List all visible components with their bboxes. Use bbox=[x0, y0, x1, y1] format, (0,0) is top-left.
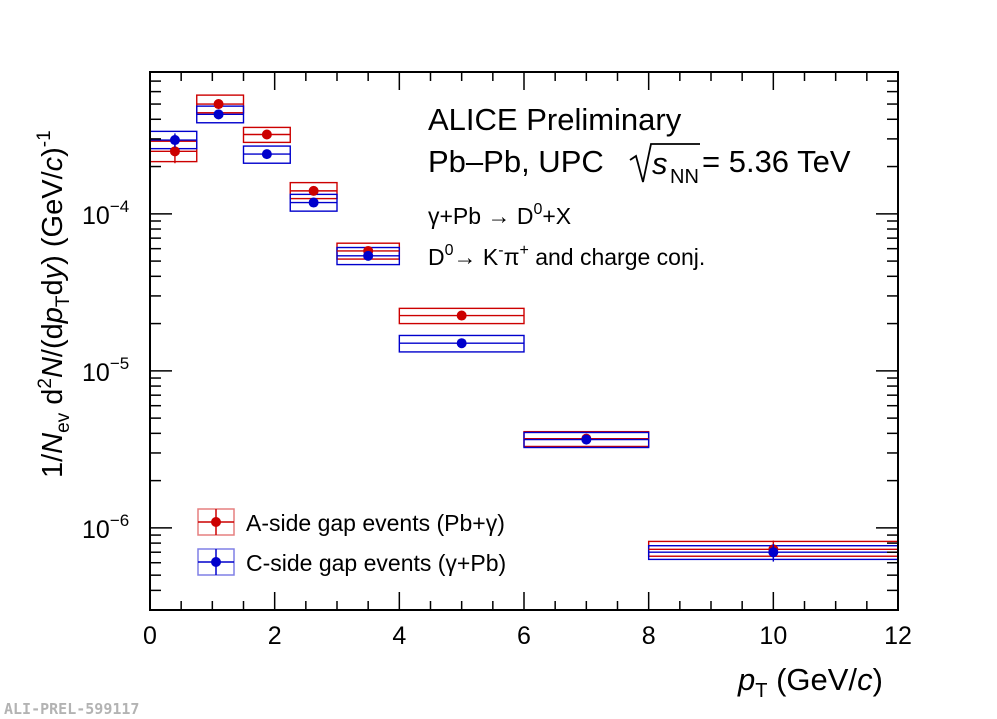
data-point-c-side bbox=[169, 135, 180, 146]
axis-ticks bbox=[149, 71, 899, 611]
data-point-c-side bbox=[308, 197, 319, 208]
data-point-c-side bbox=[768, 547, 779, 558]
data-point-c-side bbox=[261, 149, 272, 160]
x-tick-label: 4 bbox=[392, 622, 406, 650]
x-tick-label: 8 bbox=[642, 622, 656, 650]
decay-sup0: 0 bbox=[445, 242, 454, 259]
x-tick-label: 10 bbox=[759, 622, 787, 650]
data-point-c-side bbox=[213, 109, 224, 120]
process-suffix: +X bbox=[542, 203, 571, 229]
data-point-a-side bbox=[308, 185, 319, 196]
x-tick-label: 6 bbox=[517, 622, 531, 650]
ylabel-exp: -1 bbox=[34, 130, 55, 147]
data-point-c-side bbox=[456, 338, 467, 349]
legend-marker-c-side bbox=[211, 557, 221, 567]
watermark: ALI-PREL-599117 bbox=[4, 700, 139, 718]
y-tick-label: 10−4 bbox=[82, 197, 129, 230]
decay-suffix: and charge conj. bbox=[529, 244, 705, 270]
decay-sup2: + bbox=[519, 242, 528, 259]
ylabel-c: c bbox=[37, 156, 69, 171]
process-sup: 0 bbox=[533, 201, 542, 218]
x-tick-label: 12 bbox=[884, 622, 912, 650]
ylabel-p6: ) bbox=[37, 147, 69, 157]
xlabel-c: c bbox=[857, 662, 873, 697]
x-axis-label: pT (GeV/c) bbox=[737, 662, 883, 702]
data-points bbox=[150, 99, 898, 562]
legend-marker-a-side bbox=[211, 517, 221, 527]
energy-symbol: s bbox=[652, 146, 668, 181]
ylabel-p1: 1/ bbox=[37, 453, 69, 478]
data-point-a-side bbox=[456, 310, 467, 321]
ylabel-p5: ) (GeV/ bbox=[37, 170, 69, 264]
title-line-1: ALICE Preliminary bbox=[428, 102, 682, 137]
ylabel-T: T bbox=[53, 295, 74, 307]
ylabel-N: N bbox=[37, 433, 69, 454]
decay-label: D0→ K-π+ and charge conj. bbox=[428, 242, 705, 270]
x-tick-label: 0 bbox=[143, 622, 157, 650]
legend-label-c-side: C-side gap events (γ+Pb) bbox=[246, 550, 506, 576]
x-tick-label: 2 bbox=[268, 622, 282, 650]
legend-label-a-side: A-side gap events (Pb+γ) bbox=[246, 510, 505, 536]
ylabel-p2: d bbox=[37, 389, 69, 413]
data-point-a-side bbox=[261, 129, 272, 140]
ylabel-p3: /(d bbox=[37, 323, 69, 357]
decay-prefix: D bbox=[428, 244, 445, 270]
ylabel-y: y bbox=[37, 263, 69, 281]
data-point-c-side bbox=[581, 434, 592, 445]
xlabel-var: p bbox=[737, 662, 755, 697]
decay-mid: → K bbox=[454, 244, 499, 270]
ylabel-p4: d bbox=[37, 279, 69, 295]
data-point-a-side bbox=[169, 146, 180, 157]
xlabel-sub: T bbox=[755, 680, 767, 702]
y-axis-label: 1/Nev d2N/(dpTdy) (GeV/c)-1 bbox=[34, 130, 74, 478]
y-tick-label: 10−6 bbox=[82, 511, 129, 544]
energy-value: = 5.36 TeV bbox=[702, 144, 851, 179]
ylabel-N2: N bbox=[37, 357, 69, 378]
y-tick-label: 10−5 bbox=[82, 354, 129, 387]
ylabel-p: p bbox=[37, 307, 69, 324]
energy-label: s NN = 5.36 TeV bbox=[629, 143, 851, 188]
xlabel-close: ) bbox=[873, 662, 883, 697]
legend: A-side gap events (Pb+γ) C-side gap even… bbox=[197, 508, 506, 576]
title-line-2: Pb–Pb, UPC bbox=[428, 144, 604, 179]
data-point-a-side bbox=[213, 99, 224, 110]
tick-labels: 0 2 4 6 8 10 12 10−6 10−5 10−4 bbox=[82, 197, 912, 650]
decay-sup1: - bbox=[498, 242, 503, 259]
decay-mid2: π bbox=[504, 244, 520, 270]
ylabel-ev: ev bbox=[53, 412, 74, 433]
energy-subscript: NN bbox=[670, 166, 699, 188]
xlabel-unit: (GeV/ bbox=[767, 662, 857, 697]
sqrt-sign bbox=[629, 143, 700, 183]
data-point-c-side bbox=[363, 250, 374, 261]
process-prefix: γ+Pb → D bbox=[428, 203, 533, 229]
process-label: γ+Pb → D0+X bbox=[428, 201, 571, 229]
ylabel-sq: 2 bbox=[35, 378, 56, 389]
